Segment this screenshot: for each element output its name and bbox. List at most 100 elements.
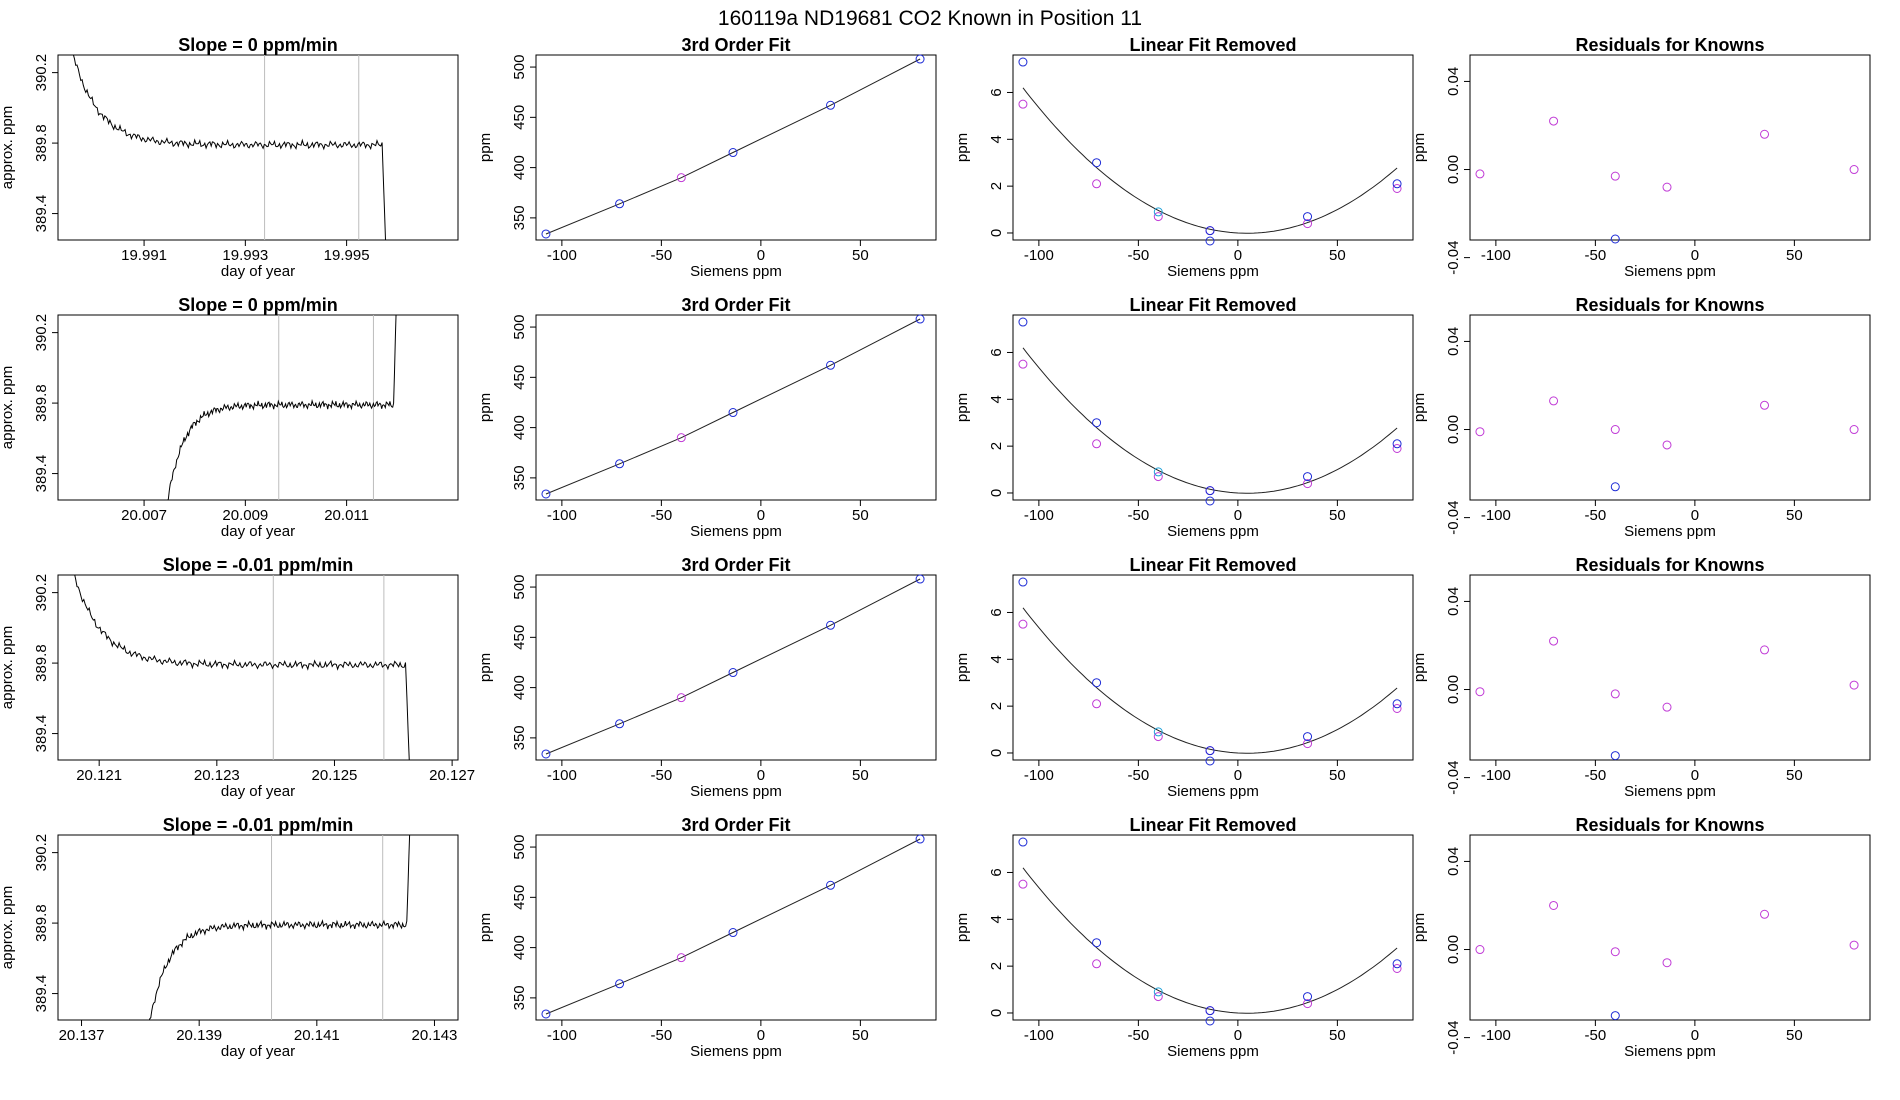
resid-panel-xtick-label: -100 (1481, 1027, 1511, 1044)
trace-panel-ylabel: approx. ppm (0, 106, 16, 189)
linear-panel-ylabel: ppm (954, 913, 971, 942)
trace-panel-xlabel: day of year (221, 783, 295, 800)
linear-panel-xlabel: Siemens ppm (1167, 1043, 1259, 1060)
fit-panel-xtick-label: -100 (547, 1027, 577, 1044)
resid-panel-ytick-label: 0.00 (1445, 415, 1462, 444)
observed-point (1153, 472, 1163, 482)
known-point (541, 1009, 551, 1019)
fit-panel-ytick-label: 350 (511, 985, 528, 1010)
residual-point (1610, 947, 1620, 957)
trace-panel-xtick-label: 20.121 (76, 767, 122, 784)
residual-point-blue (1610, 234, 1620, 244)
observed-point (1092, 699, 1102, 709)
fit-point (1153, 207, 1163, 217)
linear-panel: Linear Fit Removed Siemens ppm ppm -100 -50 0… (954, 295, 1414, 540)
fit-curve-line (545, 318, 921, 495)
trace-panel-ylabel: approx. ppm (0, 366, 16, 449)
known-point (826, 100, 836, 110)
fit-point (1205, 486, 1215, 496)
known-point (615, 979, 625, 989)
resid-panel-xlabel: Siemens ppm (1624, 263, 1716, 280)
fit-panel: 3rd Order Fit Siemens ppm ppm -100 -50 0 50 350… (477, 35, 937, 280)
fit-panel-xtick-label: -50 (651, 247, 673, 264)
fit-point (1303, 992, 1313, 1002)
trace-panel-ylabel: approx. ppm (0, 626, 16, 709)
observed-point (1153, 732, 1163, 742)
linear-panel-ytick-label: 4 (988, 915, 1005, 923)
linear-panel-xtick-label: 0 (1234, 507, 1242, 524)
trace-panel-xtick-label: 20.127 (429, 767, 475, 784)
resid-panel: Residuals for Knowns Siemens ppm ppm -100 -5… (1411, 35, 1871, 280)
fit-point (1092, 938, 1102, 948)
fit-panel-plot-frame (535, 314, 937, 501)
fit-panel-ylabel: ppm (477, 133, 494, 162)
linear-panel-ylabel: ppm (954, 133, 971, 162)
trace-panel: Slope = 0 ppm/min day of year approx. ppm 1… (0, 35, 459, 280)
observed-point (1392, 703, 1402, 713)
resid-panel-title: Residuals for Knowns (1575, 35, 1764, 55)
resid-panel-ytick-label: 0.00 (1445, 935, 1462, 964)
trace-panel-ytick-label: 389.4 (33, 715, 50, 753)
resid-panel-plot-frame (1469, 574, 1871, 761)
trace-panel-plot-frame (57, 574, 459, 761)
linear-panel-xlabel: Siemens ppm (1167, 783, 1259, 800)
trace-panel-xtick-label: 20.011 (324, 507, 369, 524)
residual-point (1549, 396, 1559, 406)
fit-curve-line (545, 838, 921, 1015)
fit-point (1153, 987, 1163, 997)
linear-panel-xtick-label: -100 (1024, 247, 1054, 264)
resid-panel-xlabel: Siemens ppm (1624, 783, 1716, 800)
resid-panel-ytick-label: 0.04 (1445, 587, 1462, 616)
fit-panel-plot-frame (535, 834, 937, 1021)
row-3: Slope = -0.01 ppm/min day of year approx. … (0, 555, 1871, 800)
resid-panel-xtick-label: -50 (1585, 1027, 1607, 1044)
concentration-trace-line (167, 315, 397, 500)
resid-panel-xlabel: Siemens ppm (1624, 1043, 1716, 1060)
trace-panel-ytick-label: 389.8 (33, 124, 50, 162)
resid-panel-ytick-label: 0.00 (1445, 675, 1462, 704)
fit-panel-xtick-label: -50 (651, 1027, 673, 1044)
fit-panel-ylabel: ppm (477, 393, 494, 422)
resid-panel-ytick-label: 0.04 (1445, 67, 1462, 96)
fit-point (1303, 472, 1313, 482)
residual-point (1610, 425, 1620, 435)
trace-panel-title: Slope = 0 ppm/min (178, 35, 338, 55)
fit-panel-xtick-label: -100 (547, 247, 577, 264)
residual-point (1662, 958, 1672, 968)
resid-panel-ytick-label: -0.04 (1445, 1021, 1462, 1055)
observed-point (1018, 619, 1028, 629)
fit-panel-xtick-label: 50 (852, 247, 869, 264)
resid-panel-xtick-label: 0 (1691, 767, 1699, 784)
clipped-point (1205, 496, 1215, 506)
linear-panel: Linear Fit Removed Siemens ppm ppm -100 -50 0… (954, 35, 1414, 280)
residual-point (1610, 689, 1620, 699)
resid-panel-title: Residuals for Knowns (1575, 555, 1764, 575)
fit-panel-ytick-label: 400 (511, 415, 528, 440)
trace-panel-ytick-label: 389.4 (33, 975, 50, 1013)
linear-panel-plot-frame (1012, 54, 1414, 241)
residual-point (1475, 945, 1485, 955)
linear-panel-ytick-label: 2 (988, 962, 1005, 970)
resid-panel-plot-frame (1469, 54, 1871, 241)
linear-panel-ylabel: ppm (954, 393, 971, 422)
fit-point (1018, 837, 1028, 847)
trace-panel-xlabel: day of year (221, 523, 295, 540)
fit-point (1392, 959, 1402, 969)
fit-panel-ytick-label: 450 (511, 625, 528, 650)
linear-panel-ytick-label: 0 (988, 1009, 1005, 1017)
trace-panel-xlabel: day of year (221, 1043, 295, 1060)
concentration-trace-line (72, 55, 387, 240)
fit-panel-ytick-label: 500 (511, 835, 528, 860)
observed-point (1303, 219, 1313, 229)
linear-panel-xtick-label: 50 (1329, 247, 1346, 264)
fit-panel-xtick-label: 0 (757, 247, 765, 264)
resid-panel-xtick-label: -100 (1481, 507, 1511, 524)
resid-panel-ylabel: ppm (1411, 393, 1428, 422)
resid-panel-plot-frame (1469, 834, 1871, 1021)
linear-panel-ytick-label: 4 (988, 135, 1005, 143)
trace-panel: Slope = -0.01 ppm/min day of year approx. … (0, 555, 475, 800)
fit-point (1205, 746, 1215, 756)
fit-panel-ytick-label: 400 (511, 675, 528, 700)
known-point (615, 459, 625, 469)
observed-point (1018, 99, 1028, 109)
